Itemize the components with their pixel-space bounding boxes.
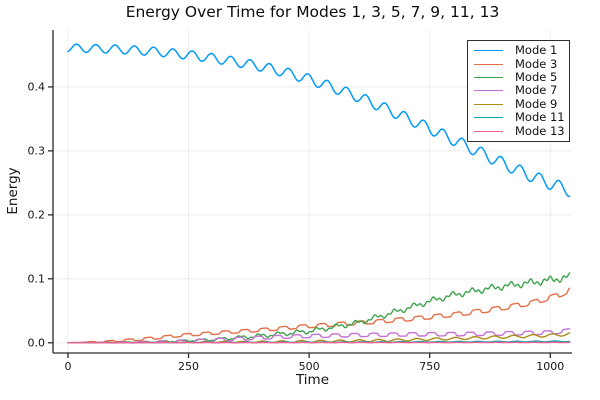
legend-label: Mode 13 [515,123,565,138]
x-tick-label: 750 [419,360,440,373]
legend-entry-mode-9: Mode 9 [474,96,567,111]
legend-line-sample [474,130,503,132]
legend-line-sample [474,63,503,65]
series-line-mode-1 [67,43,571,198]
y-tick-label: 0.3 [28,145,46,158]
legend-label: Mode 1 [515,43,558,58]
legend-line-sample [474,117,503,119]
y-tick-label: 0.2 [28,209,46,222]
y-axis-label: Energy [5,167,21,215]
x-tick-label: 500 [299,360,320,373]
legend-entry-mode-7: Mode 7 [474,84,567,97]
legend: Mode 1 Mode 3 Mode 5 Mode 7 Mode 9 Mode 11 Mod… [467,40,570,142]
legend-label: Mode 9 [515,96,558,111]
legend-label: Mode 5 [515,69,558,84]
legend-entry-mode-13: Mode 13 [474,124,567,137]
chart-title: Energy Over Time for Modes 1, 3, 5, 7, 9… [125,3,500,21]
series-line-mode-5 [67,272,571,344]
y-tick-label: 0.4 [28,81,46,94]
series-line-mode-13 [67,341,571,344]
legend-line-sample [474,50,503,52]
legend-line-sample [474,90,503,92]
legend-line-sample [474,103,503,105]
legend-entry-mode-1: Mode 1 [474,44,567,57]
legend-line-sample [474,76,503,78]
legend-label: Mode 3 [515,56,558,71]
legend-label: Mode 7 [515,83,558,98]
x-tick-label: 0 [64,360,71,373]
y-tick-label: 0.1 [28,273,46,286]
y-tick-label: 0.0 [28,337,46,350]
x-axis-label: Time [295,372,330,388]
legend-entry-mode-3: Mode 3 [474,57,567,70]
legend-label: Mode 11 [515,110,565,125]
x-tick-label: 1000 [536,360,564,373]
legend-entry-mode-5: Mode 5 [474,69,567,84]
x-tick-label: 250 [178,360,199,373]
series-line-mode-3 [67,287,571,344]
legend-entry-mode-11: Mode 11 [474,111,567,124]
